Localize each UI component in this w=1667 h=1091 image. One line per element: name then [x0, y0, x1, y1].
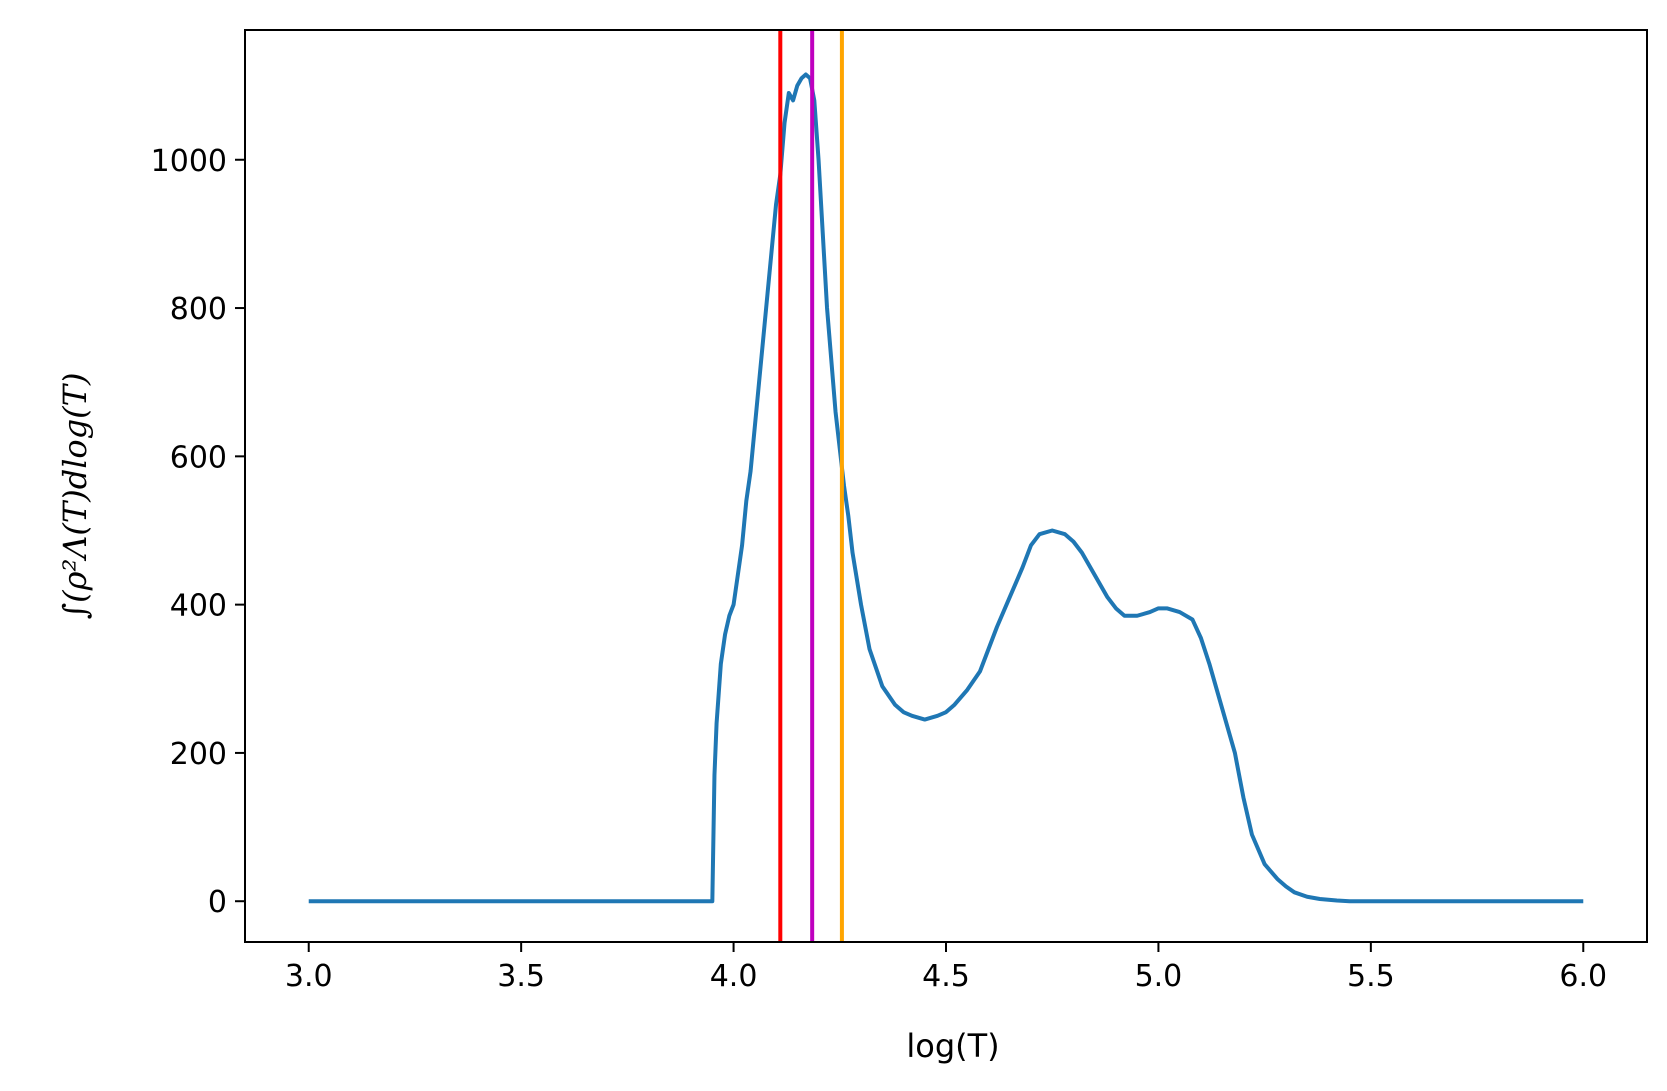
y-axis-label: ∫(ρ²Λ(T)dlog(T)	[56, 373, 94, 620]
x-tick-label-3: 4.5	[922, 959, 970, 994]
y-axis-ticks: 0 200 400 600 800 1000	[151, 144, 245, 920]
y-tick-label-4: 800	[170, 292, 227, 327]
x-tick-label-6: 6.0	[1559, 959, 1607, 994]
x-axis-label: log(T)	[906, 1027, 999, 1065]
x-tick-label-0: 3.0	[285, 959, 333, 994]
series-line-0	[308, 72, 1584, 904]
plot-frame	[244, 29, 1648, 943]
x-tick-label-2: 4.0	[710, 959, 758, 994]
x-axis-ticks: 3.0 3.5 4.0 4.5 5.0 5.5 6.0	[285, 942, 1607, 994]
y-tick-label-3: 600	[170, 440, 227, 475]
y-tick-label-0: 0	[208, 885, 227, 920]
y-tick-label-1: 200	[170, 737, 227, 772]
y-tick-label-5: 1000	[151, 144, 227, 179]
plot-marks	[308, 30, 1584, 942]
x-tick-label-1: 3.5	[497, 959, 545, 994]
x-tick-label-4: 5.0	[1135, 959, 1183, 994]
x-tick-label-5: 5.5	[1347, 959, 1395, 994]
y-tick-label-2: 400	[170, 589, 227, 624]
